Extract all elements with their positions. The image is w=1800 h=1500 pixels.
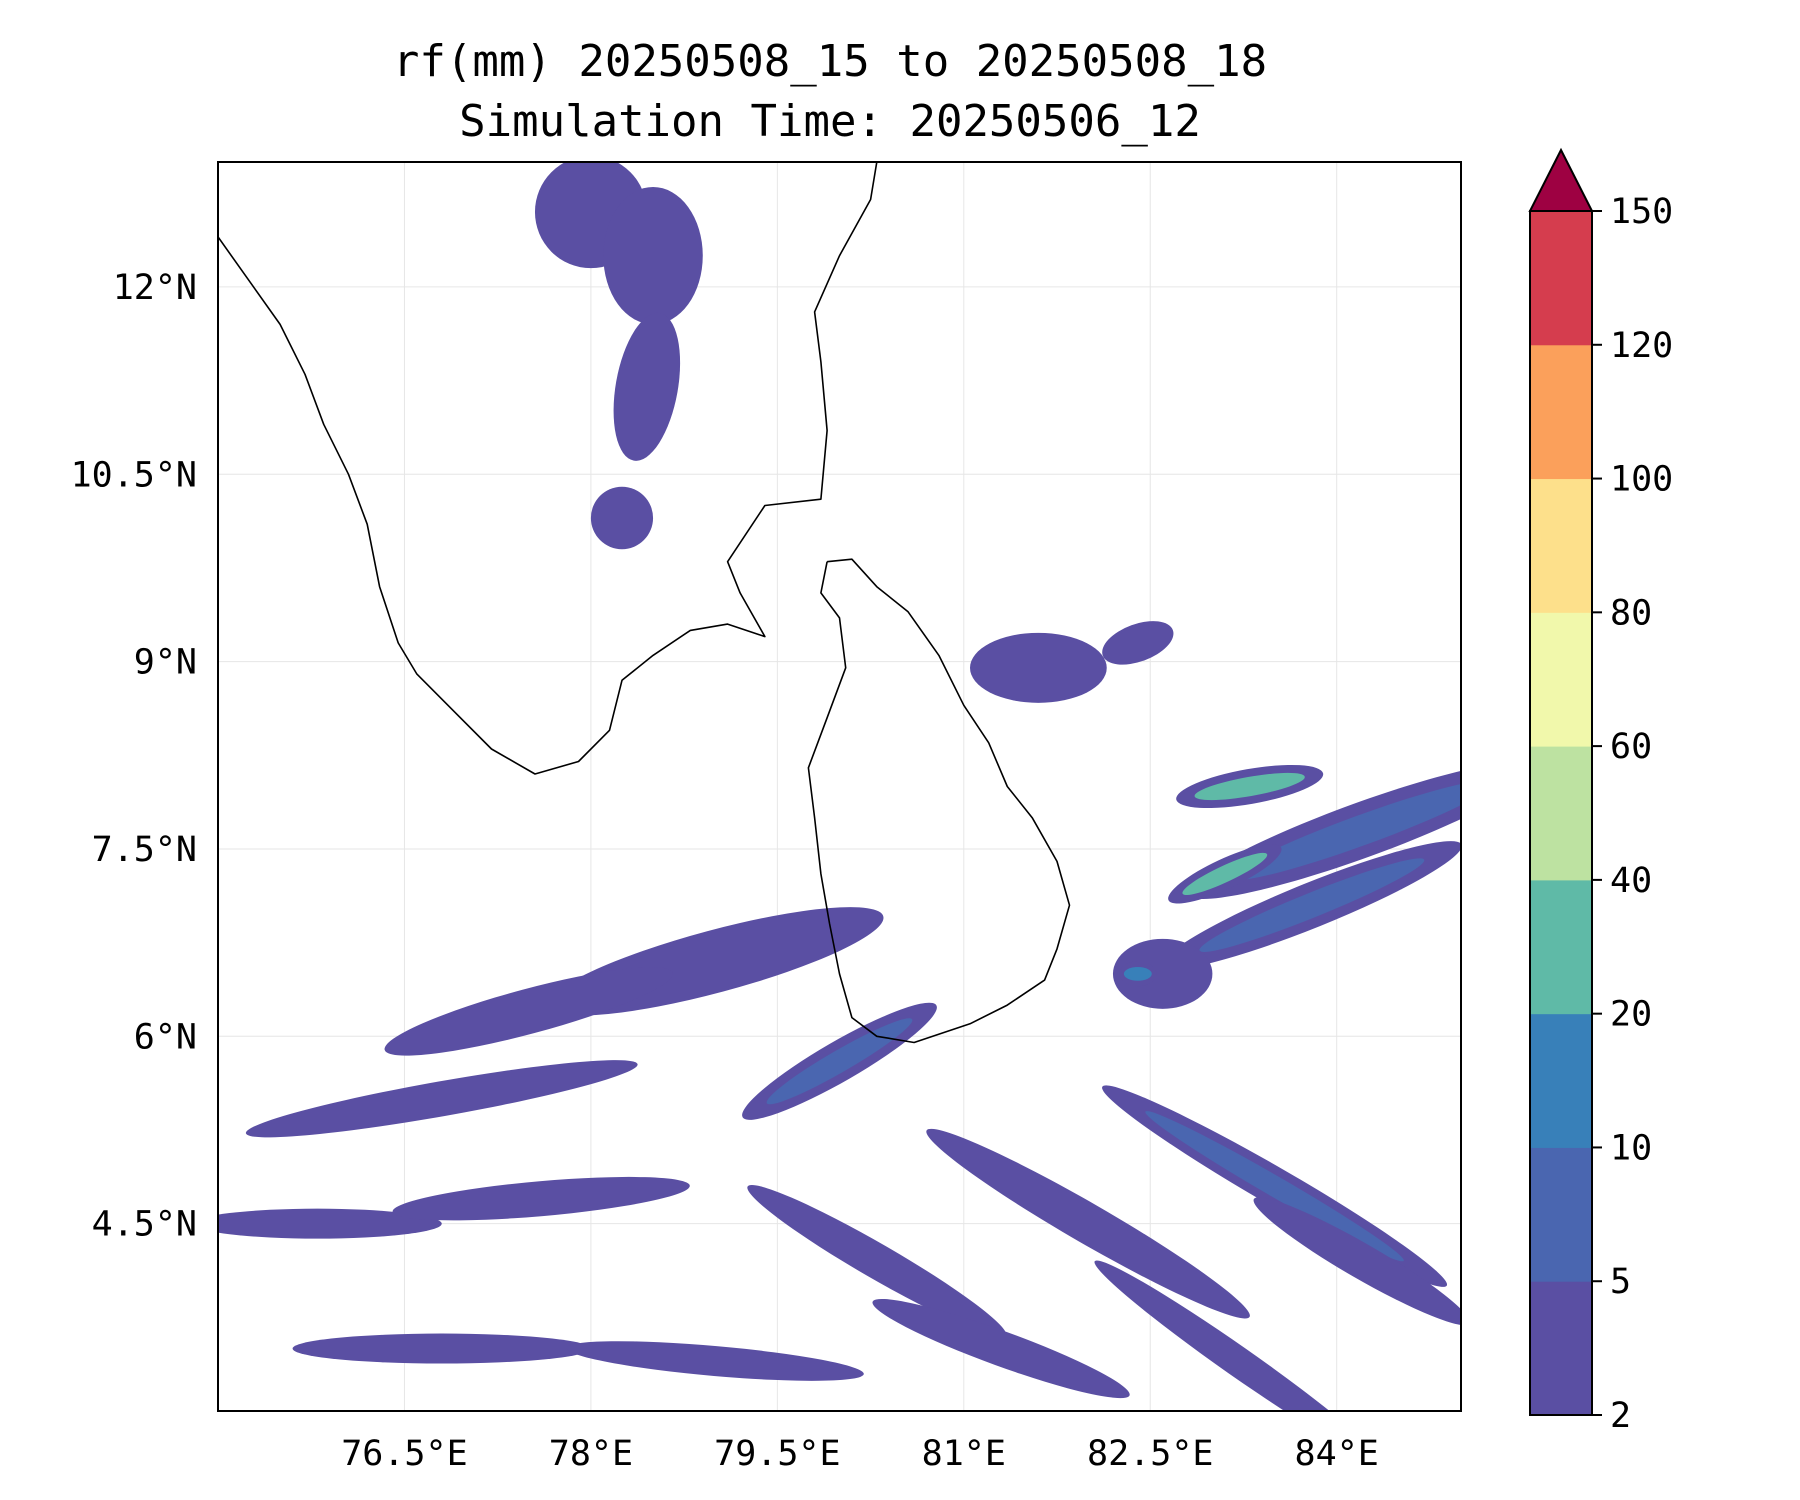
gridlines: [218, 162, 1461, 1411]
sri-lanka-coastline: [807, 558, 1071, 1044]
rain-patch-core: [1199, 858, 1425, 952]
colorbar-tick-label: 2: [1610, 1396, 1631, 1436]
map-title-line-1: rf(mm) 20250508_15 to 20250508_18: [392, 36, 1268, 87]
rain-patch: [1102, 621, 1174, 665]
colorbar-extend-arrow: [1528, 147, 1594, 212]
rain-patch: [872, 1298, 1130, 1399]
rain-patch: [245, 1060, 638, 1138]
rain-patch: [392, 1176, 690, 1221]
rain-patch-core: [1182, 852, 1268, 895]
map-title-line-2: Simulation Time: 20250506_12: [459, 96, 1201, 147]
xtick-label: 78°E: [549, 1434, 633, 1474]
latitude-axis: 12°N 10.5°N 9°N 7.5°N 6°N 4.5°N: [71, 268, 197, 1245]
colorbar: [1528, 147, 1594, 1416]
colorbar-tick-label: 100: [1610, 460, 1673, 500]
colorbar-tick-label: 80: [1610, 593, 1652, 633]
rain-patch: [1094, 1260, 1381, 1411]
xtick-label: 84°E: [1295, 1434, 1379, 1474]
colorbar-tick-label: 20: [1610, 995, 1652, 1035]
rain-patch: [218, 1208, 442, 1239]
longitude-axis: 76.5°E 78°E 79.5°E 81°E 82.5°E 84°E: [341, 1434, 1379, 1474]
india-coastline: [218, 162, 878, 775]
xtick-label: 81°E: [922, 1434, 1006, 1474]
colorbar-segment: [1530, 344, 1592, 480]
ytick-label: 7.5°N: [92, 830, 197, 870]
colorbar-frame: [1529, 210, 1593, 1416]
coastlines: [218, 162, 1071, 1044]
colorbar-tick-label: 10: [1610, 1128, 1652, 1168]
xtick-label: 82.5°E: [1087, 1434, 1213, 1474]
colorbar-segment: [1530, 1281, 1592, 1416]
xtick-label: 76.5°E: [341, 1434, 467, 1474]
colorbar-tick-label: 60: [1610, 727, 1652, 767]
rain-patch: [926, 1128, 1250, 1319]
colorbar-tick-label: 120: [1610, 326, 1673, 366]
map-frame: [217, 161, 1462, 1412]
colorbar-segment: [1530, 879, 1592, 1015]
colorbar-tick-label: 5: [1610, 1262, 1631, 1302]
rain-patch: [613, 312, 681, 461]
xtick-label: 79.5°E: [714, 1434, 840, 1474]
rain-patch: [970, 632, 1107, 703]
ytick-label: 9°N: [134, 643, 197, 683]
rainfall-layer: [218, 162, 1461, 1411]
ytick-label: 6°N: [134, 1017, 197, 1057]
rain-patch-core: [1123, 966, 1152, 981]
rain-patch: [566, 1341, 864, 1381]
rain-patch-core: [1145, 1111, 1404, 1262]
ytick-label: 12°N: [113, 268, 197, 308]
ytick-label: 4.5°N: [92, 1205, 197, 1245]
colorbar-segment: [1530, 1147, 1592, 1282]
rain-patch: [292, 1333, 591, 1364]
rain-patch: [747, 1185, 1007, 1338]
rain-patch: [1112, 938, 1213, 1009]
rain-patch: [1253, 1197, 1461, 1326]
colorbar-segment: [1530, 746, 1592, 881]
colorbar-segment: [1530, 211, 1592, 346]
colorbar-segment: [1530, 1013, 1592, 1148]
colorbar-segment: [1530, 612, 1592, 747]
rain-patch: [603, 186, 703, 325]
rain-patch: [590, 486, 654, 550]
colorbar-segment: [1530, 478, 1592, 613]
rain-patch-core: [1194, 772, 1305, 801]
rain-patch-core: [1230, 780, 1461, 881]
ytick-label: 10.5°N: [71, 455, 197, 495]
rain-patch: [384, 967, 673, 1056]
colorbar-tick-label: 40: [1610, 861, 1652, 901]
rain-patch-core: [766, 1018, 913, 1105]
colorbar-axis: 2 5 10 20 40 60 80 100 120 150: [1592, 192, 1673, 1436]
colorbar-tick-label: 150: [1610, 192, 1673, 232]
